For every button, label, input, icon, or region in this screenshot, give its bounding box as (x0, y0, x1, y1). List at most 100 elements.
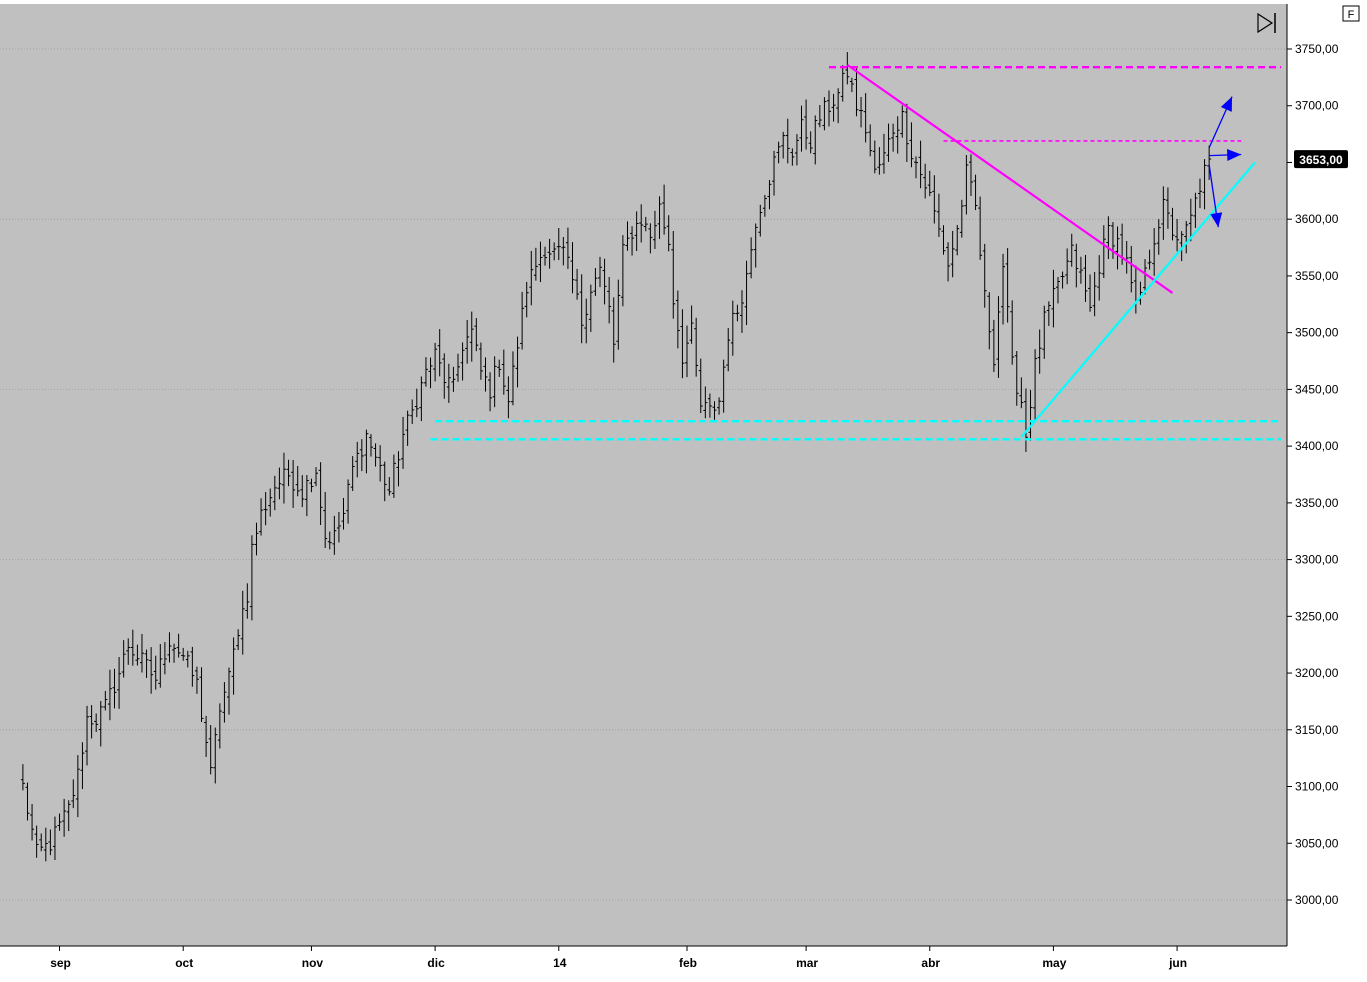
ohlc-bar (927, 170, 932, 197)
ohlc-bar (130, 629, 135, 666)
y-tick-label: 3750,00 (1295, 42, 1339, 56)
x-tick-label: mar (796, 956, 818, 970)
ohlc-bar (1115, 226, 1120, 270)
ohlc-bar (259, 498, 264, 536)
ohlc-bar (442, 353, 447, 399)
ohlc-bar (996, 296, 1001, 378)
corner-button[interactable]: F (1342, 5, 1360, 22)
ohlc-bar (597, 256, 602, 288)
y-tick-label: 3400,00 (1295, 439, 1339, 453)
ohlc-bar (62, 798, 67, 837)
ohlc-bar (350, 456, 355, 492)
ohlc-bar (414, 388, 419, 418)
ohlc-bar (762, 194, 767, 217)
ohlc-bar (208, 725, 213, 775)
arrow-up (1208, 96, 1233, 148)
ohlc-bar (666, 215, 671, 252)
ohlc-bar (245, 583, 250, 619)
ohlc-bar (456, 353, 461, 382)
ohlc-bar (139, 633, 144, 673)
ohlc-bar (895, 116, 900, 154)
ohlc-bar (236, 629, 241, 651)
ohlc-bar (368, 434, 373, 457)
ohlc-bar (772, 150, 777, 196)
ohlc-bar (1175, 219, 1180, 252)
ohlc-bar (66, 800, 71, 832)
ohlc-bar (1005, 248, 1010, 323)
ohlc-bar (721, 359, 726, 413)
arrow-flat (1209, 149, 1242, 162)
ohlc-bar (1065, 248, 1070, 285)
ohlc-bar (1184, 221, 1189, 254)
ohlc-bar (204, 715, 209, 757)
ohlc-bar (652, 210, 657, 249)
y-tick-label: 3550,00 (1295, 269, 1339, 283)
ohlc-bar (698, 358, 703, 414)
ohlc-bar (1202, 159, 1207, 210)
ohlc-bar (1078, 256, 1083, 284)
ohlc-bar (1055, 276, 1060, 304)
ohlc-bar (859, 97, 864, 128)
ohlc-bar (785, 118, 790, 164)
ohlc-bar (149, 647, 154, 694)
ohlc-bar (863, 93, 868, 143)
ohlc-bar (85, 705, 90, 766)
ohlc-bar (533, 247, 538, 281)
go-to-end-icon[interactable] (1255, 12, 1279, 34)
ohlc-bar (474, 318, 479, 352)
ohlc-bar (872, 140, 877, 174)
ohlc-bar (749, 237, 754, 279)
ohlc-bar (675, 290, 680, 349)
ohlc-bar (281, 452, 286, 504)
ohlc-bar (428, 357, 433, 389)
ohlc-bar (451, 366, 456, 392)
ohlc-bar (71, 779, 76, 809)
ohlc-bar (153, 655, 158, 690)
ohlc-bar (1165, 187, 1170, 229)
ohlc-bar (213, 727, 218, 784)
ohlc-bar (304, 475, 309, 517)
ohlc-bar (185, 650, 190, 668)
ohlc-bar (167, 632, 172, 663)
ohlc-bar (1092, 271, 1097, 317)
ohlc-bar (506, 376, 511, 419)
price-badge: 3653,00 (1294, 150, 1348, 169)
y-tick-label: 3050,00 (1295, 836, 1339, 850)
ohlc-bar (520, 291, 525, 350)
ohlc-bar (401, 416, 406, 469)
ohlc-bar (726, 328, 731, 372)
ohlc-bar (34, 825, 39, 858)
ohlc-bar (378, 445, 383, 482)
ohlc-bar (1179, 231, 1184, 262)
ohlc-bar (634, 211, 639, 252)
ohlc-bar (561, 237, 566, 266)
ohlc-bar (478, 342, 483, 380)
ohlc-bar (1147, 249, 1152, 270)
ohlc-bar (904, 103, 909, 162)
ohlc-bar (909, 122, 914, 168)
ohlc-bar (881, 133, 886, 174)
ohlc-bar (822, 97, 827, 131)
ohlc-bar (222, 682, 227, 723)
ohlc-bar (808, 131, 813, 154)
ohlc-bar (813, 115, 818, 165)
ohlc-bar (1042, 305, 1047, 359)
corner-button-label: F (1348, 9, 1355, 21)
ohlc-bar (327, 531, 332, 550)
ohlc-bar (410, 399, 415, 425)
ohlc-bar (217, 703, 222, 749)
y-tick-label: 3250,00 (1295, 609, 1339, 623)
ohlc-bar (117, 657, 122, 709)
ohlc-bar (277, 467, 282, 500)
ohlc-bar (387, 476, 392, 496)
ohlc-bar (932, 175, 937, 224)
ohlc-bar (1069, 233, 1074, 267)
ohlc-bar (57, 813, 62, 831)
ohlc-bar (359, 439, 364, 472)
ohlc-bar (826, 90, 831, 127)
ohlc-bar (611, 297, 616, 363)
ohlc-bar (121, 640, 126, 678)
ohlc-bar (469, 311, 474, 362)
ohlc-bar (309, 478, 314, 493)
